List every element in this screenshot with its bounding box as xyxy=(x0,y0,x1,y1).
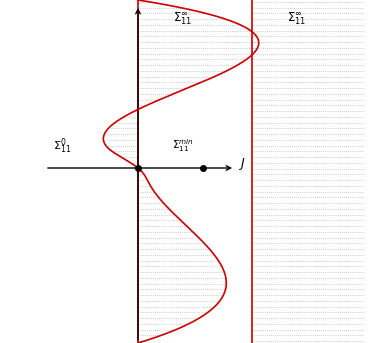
Text: J: J xyxy=(240,156,244,169)
Text: $\Sigma_{11}^{min}$: $\Sigma_{11}^{min}$ xyxy=(172,137,194,154)
Text: $\Sigma_{11}^{\infty}$: $\Sigma_{11}^{\infty}$ xyxy=(287,10,306,27)
Text: $\Sigma_{11}^{0}$: $\Sigma_{11}^{0}$ xyxy=(53,137,71,156)
Text: $\Sigma_{11}^{\infty}$: $\Sigma_{11}^{\infty}$ xyxy=(173,10,192,27)
